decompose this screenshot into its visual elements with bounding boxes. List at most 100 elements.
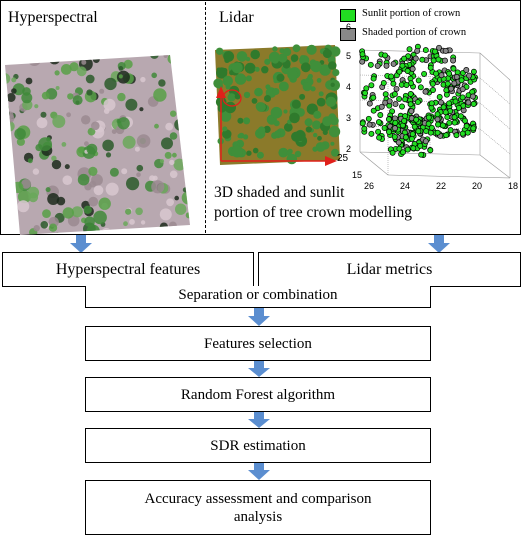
shaded-crown-point (438, 99, 444, 106)
legend-swatch-sunlit (340, 9, 356, 22)
shaded-crown-point (422, 138, 429, 145)
lidar-canopy-blob (256, 102, 266, 112)
sunlit-crown-point (385, 116, 392, 123)
lidar-canopy-blob (244, 62, 256, 74)
hs-texture-blob (40, 221, 49, 229)
hs-texture-blob (5, 188, 16, 203)
hs-texture-blob (55, 232, 60, 235)
hs-texture-blob (99, 88, 105, 94)
lidar-canopy-blob (283, 122, 293, 132)
sunlit-crown-point (425, 120, 432, 127)
hs-texture-blob (155, 226, 168, 235)
lidar-canopy-blob (222, 75, 233, 87)
hs-texture-blob (117, 117, 130, 130)
sunlit-crown-point (458, 77, 465, 84)
hs-texture-blob (166, 198, 175, 207)
sunlit-crown-point (459, 130, 466, 137)
hs-texture-blob (121, 168, 128, 175)
lidar-canopy-blob (283, 109, 288, 114)
hs-texture-blob (92, 56, 100, 63)
hs-texture-blob (48, 55, 61, 65)
arrow-down-1 (248, 308, 270, 326)
sunlit-crown-point (425, 114, 432, 121)
sunlit-crown-point (446, 70, 453, 77)
hs-texture-blob (151, 180, 165, 194)
hs-texture-blob (154, 123, 159, 129)
lidar-canopy-blob (300, 55, 305, 60)
hs-texture-blob (60, 64, 72, 75)
lidar-canopy-blob (222, 129, 232, 139)
hs-texture-blob (64, 164, 70, 170)
lidar-canopy-blob (243, 91, 251, 99)
shaded-crown-point (408, 108, 415, 115)
sunlit-crown-point (365, 115, 372, 122)
hs-texture-blob (135, 207, 143, 216)
lidar-canopy-blob (278, 147, 289, 158)
sunlit-crown-point (396, 95, 403, 102)
sunlit-crown-point (375, 119, 382, 126)
hs-texture-blob (178, 99, 190, 113)
hs-texture-blob (139, 107, 144, 112)
hs-texture-blob (48, 223, 58, 232)
shaded-crown-point (434, 116, 441, 123)
hs-texture-blob (187, 80, 190, 86)
sunlit-crown-point (407, 91, 414, 97)
hs-texture-blob (104, 55, 112, 59)
hs-texture-blob (167, 55, 179, 64)
sunlit-crown-point (444, 80, 451, 87)
hs-texture-blob (126, 177, 140, 191)
lidar-canopy-blob (287, 69, 298, 80)
sunlit-crown-point (442, 109, 449, 116)
lidar-canopy-blob (279, 81, 289, 92)
sunlit-crown-point (452, 98, 459, 105)
sunlit-crown-point (413, 116, 420, 123)
hs-texture-blob (30, 55, 36, 60)
sunlit-crown-point (409, 131, 416, 138)
hs-texture-blob (91, 121, 100, 131)
sunlit-crown-point (401, 117, 408, 124)
hs-texture-blob (103, 98, 116, 111)
sunlit-crown-point (392, 119, 399, 126)
sunlit-crown-point (428, 100, 435, 107)
hs-texture-blob (116, 70, 130, 84)
hs-texture-blob (5, 108, 10, 119)
hs-texture-blob (165, 122, 174, 131)
sunlit-crown-point (417, 84, 424, 91)
sunlit-crown-point (435, 121, 441, 128)
sunlit-crown-point (399, 62, 406, 69)
hs-texture-blob (105, 152, 112, 158)
hs-texture-blob (163, 55, 168, 59)
lidar-canopy-blob (302, 82, 312, 92)
hs-texture-blob (64, 55, 72, 57)
lidar-canopy-blob (289, 112, 300, 124)
lidar-canopy-blob (264, 58, 271, 65)
sunlit-crown-point (370, 75, 377, 82)
sunlit-crown-point (396, 145, 403, 152)
shaded-crown-point (383, 62, 390, 69)
sdr-estimation-box: SDR estimation (85, 428, 431, 463)
hs-texture-blob (69, 62, 79, 72)
lidar-canopy-blob (216, 67, 228, 79)
sunlit-crown-point (463, 123, 470, 130)
hs-texture-blob (169, 221, 177, 230)
hs-texture-blob (140, 76, 146, 83)
hs-texture-blob (84, 216, 95, 227)
shaded-crown-point (366, 121, 373, 128)
hs-texture-blob (181, 191, 190, 205)
lidar-canopy-blob (318, 91, 324, 97)
lidar-canopy-blob (294, 150, 302, 158)
hs-texture-blob (5, 148, 12, 160)
lidar-canopy-blob (316, 78, 322, 83)
z-tick: 3 (346, 113, 352, 123)
hs-texture-blob (76, 66, 87, 77)
hs-texture-blob (67, 93, 74, 100)
sunlit-crown-point (401, 55, 408, 62)
hs-texture-blob (159, 159, 165, 164)
hs-texture-blob (174, 118, 187, 131)
lidar-canopy-blob (220, 110, 232, 122)
hs-texture-blob (125, 208, 132, 215)
features-selection-box: Features selection (85, 326, 431, 361)
sunlit-crown-point (436, 94, 443, 100)
hs-texture-blob (136, 172, 141, 177)
modelling-caption-line1: 3D shaded and sunlit (214, 184, 345, 201)
